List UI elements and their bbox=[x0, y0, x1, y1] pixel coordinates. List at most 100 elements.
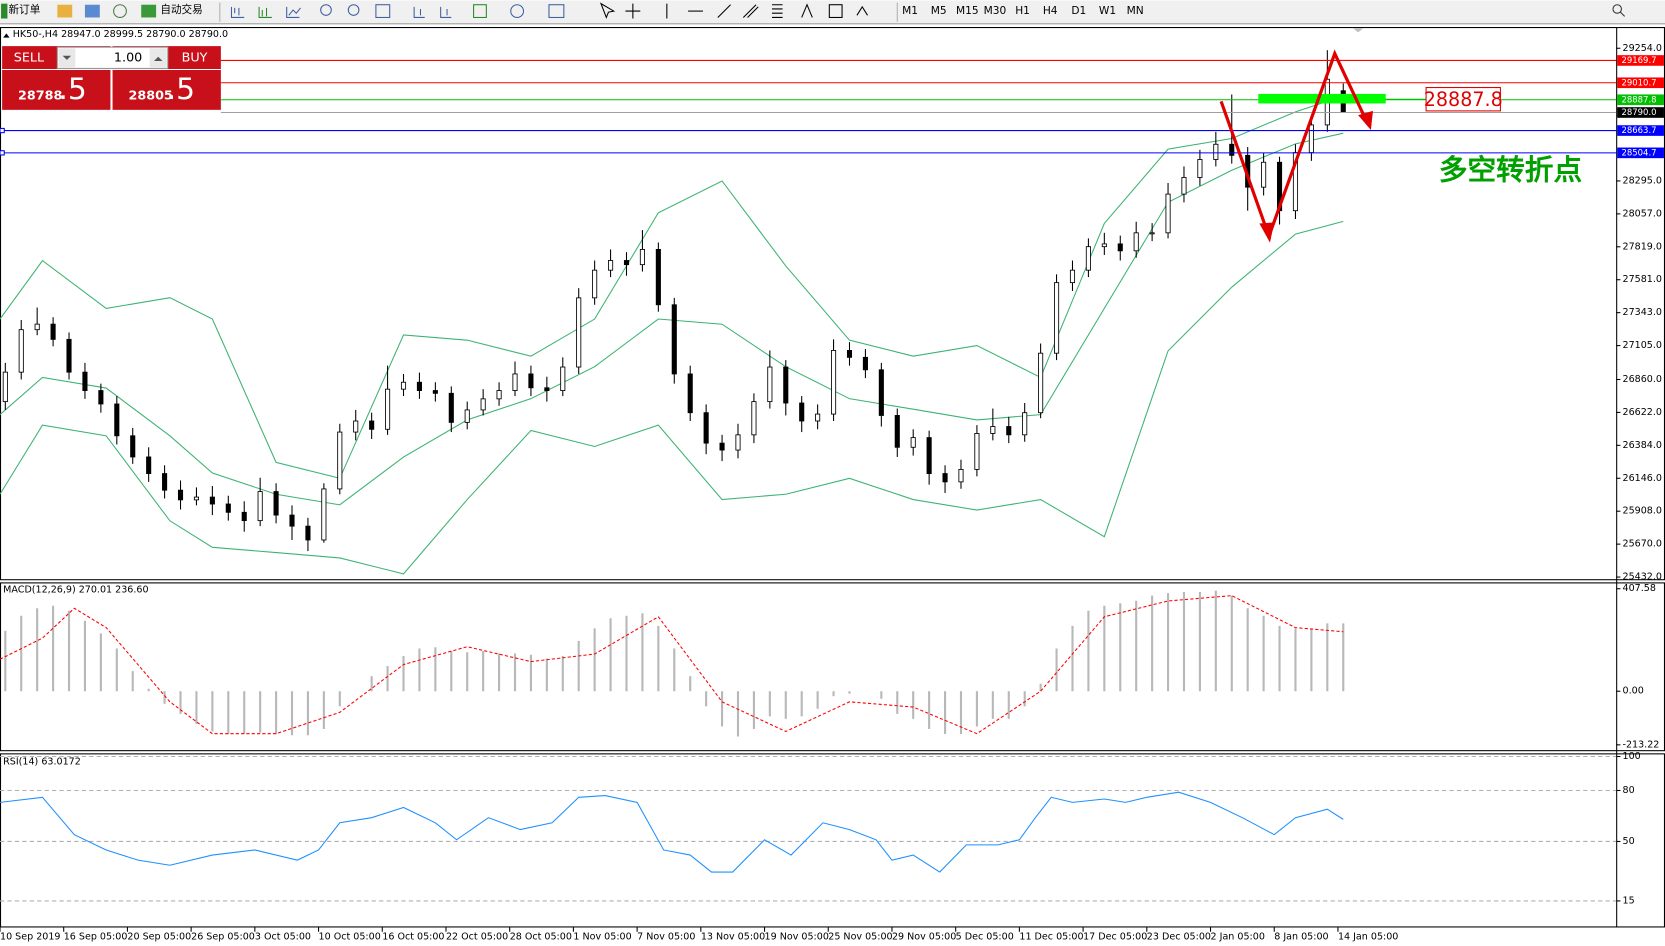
templates-btn[interactable] bbox=[548, 4, 565, 18]
timeframe-btn[interactable]: H1 bbox=[1015, 4, 1030, 17]
auto-trade-icon[interactable] bbox=[141, 4, 157, 18]
zoom-out[interactable] bbox=[347, 4, 360, 16]
timeframe-btn[interactable]: M30 bbox=[984, 4, 1007, 17]
bollinger-upper bbox=[0, 95, 1344, 479]
arrows-btn[interactable] bbox=[856, 5, 868, 16]
candle-body bbox=[735, 434, 741, 451]
lots-value[interactable]: 1.00 bbox=[114, 50, 142, 65]
candle-body bbox=[241, 511, 247, 522]
new-order[interactable]: 新订单 bbox=[8, 3, 40, 16]
x-tick-label: 22 Oct 05:00 bbox=[446, 932, 508, 943]
level-handle bbox=[0, 127, 5, 134]
level-label: 28504.7 bbox=[1621, 148, 1656, 158]
timeframe-btn[interactable]: D1 bbox=[1071, 4, 1086, 17]
toolbar: 新订单 自动交易 bbox=[0, 0, 1665, 25]
x-tick-label: 3 Oct 05:00 bbox=[255, 932, 311, 943]
candle-body bbox=[1085, 246, 1091, 271]
auto-trade[interactable]: 自动交易 bbox=[160, 3, 202, 16]
fibo-btn[interactable] bbox=[771, 4, 783, 18]
x-tick-label: 23 Dec 05:00 bbox=[1147, 932, 1211, 943]
candle-body bbox=[2, 371, 8, 403]
icon[interactable] bbox=[113, 4, 127, 18]
chart-tools bbox=[230, 2, 868, 19]
candle-body bbox=[82, 371, 88, 391]
level-tag bbox=[1617, 94, 1664, 106]
x-tick-label: 19 Nov 05:00 bbox=[765, 932, 829, 943]
candle-body bbox=[50, 323, 56, 340]
new-order-icon[interactable] bbox=[1, 3, 8, 19]
icon[interactable] bbox=[84, 4, 100, 18]
level-tag bbox=[1617, 77, 1664, 89]
cursor-btn[interactable] bbox=[599, 2, 616, 19]
macd-title: MACD(12,26,9) 270.01 236.60 bbox=[3, 584, 148, 595]
timeframe-btn[interactable]: M5 bbox=[931, 4, 947, 17]
collapse-icon bbox=[3, 33, 10, 38]
label-btn[interactable] bbox=[828, 4, 843, 18]
price-panel bbox=[0, 27, 1665, 581]
channel-btn[interactable] bbox=[742, 4, 759, 18]
candle-body bbox=[321, 488, 327, 541]
buy-label[interactable]: BUY bbox=[182, 50, 208, 65]
search-btn[interactable] bbox=[1620, 11, 1626, 17]
candle-body bbox=[576, 297, 582, 368]
candle-body bbox=[1165, 193, 1171, 234]
x-tick-label: 16 Sep 05:00 bbox=[64, 932, 128, 943]
crosshair-btn[interactable] bbox=[625, 3, 641, 19]
timeframe-btn[interactable]: MN bbox=[1127, 4, 1144, 17]
trendline-btn[interactable] bbox=[717, 4, 731, 18]
buy-price[interactable]: 28805 bbox=[128, 89, 172, 104]
x-tick-label: 10 Sep 2019 bbox=[0, 932, 61, 943]
rsi-panel bbox=[0, 753, 1665, 928]
macd-signal bbox=[0, 595, 1344, 735]
candle-body bbox=[942, 473, 948, 483]
timeframe-btn[interactable]: M15 bbox=[956, 4, 979, 17]
sell-label[interactable]: SELL bbox=[14, 50, 45, 65]
candle-body bbox=[783, 366, 789, 404]
candle-btn[interactable] bbox=[258, 6, 272, 18]
tile[interactable] bbox=[375, 4, 391, 18]
indicators-btn[interactable] bbox=[473, 4, 487, 18]
candle-body bbox=[353, 420, 359, 433]
timeframe-btn[interactable]: W1 bbox=[1099, 4, 1116, 17]
candle-body bbox=[974, 433, 980, 470]
buy-pips[interactable]: .5 bbox=[167, 72, 195, 107]
candle-body bbox=[369, 420, 375, 430]
candle-body bbox=[209, 496, 215, 505]
one-click-trading: SELL BUY 1.00 28788 .5 28805 .5 bbox=[2, 46, 221, 110]
y-tick-label: 25432.0 bbox=[1623, 572, 1662, 583]
sell-pips[interactable]: .5 bbox=[58, 72, 86, 107]
x-tick-label: 1 Nov 05:00 bbox=[573, 932, 631, 943]
level-label: 28790.0 bbox=[1621, 108, 1656, 118]
candle-body bbox=[687, 373, 693, 414]
periods-btn[interactable] bbox=[510, 4, 525, 18]
x-tick-label: 16 Oct 05:00 bbox=[382, 932, 444, 943]
candle-body bbox=[815, 413, 821, 422]
y-tick-label: 27343.0 bbox=[1623, 307, 1662, 318]
scroll-btn[interactable] bbox=[413, 6, 425, 18]
y-tick-label: -213.22 bbox=[1623, 739, 1660, 750]
lots-input[interactable] bbox=[56, 46, 169, 69]
level-tag bbox=[1617, 125, 1664, 136]
candle-body bbox=[146, 456, 152, 474]
candle-body bbox=[719, 442, 725, 451]
toolbar-bg bbox=[0, 0, 1665, 24]
zoom-in[interactable] bbox=[320, 4, 332, 16]
sell-price[interactable]: 28788 bbox=[18, 89, 62, 104]
y-tick-label: 26146.0 bbox=[1623, 473, 1662, 484]
shift-btn[interactable] bbox=[440, 6, 452, 18]
candle-body bbox=[225, 503, 231, 513]
line-btn[interactable] bbox=[286, 6, 301, 18]
candle-body bbox=[703, 412, 709, 444]
text-btn[interactable] bbox=[801, 3, 813, 18]
search-btn[interactable] bbox=[1612, 4, 1622, 14]
y-tick-label: 100 bbox=[1623, 751, 1641, 762]
timeframe-btn[interactable]: M1 bbox=[902, 4, 918, 17]
candle-body bbox=[464, 409, 470, 423]
x-tick-label: 10 Oct 05:00 bbox=[319, 932, 381, 943]
bar-chart-btn[interactable] bbox=[230, 6, 245, 18]
timeframe-btn[interactable]: H4 bbox=[1043, 4, 1058, 17]
candle-body bbox=[1229, 143, 1235, 156]
x-tick-label: 29 Nov 05:00 bbox=[892, 932, 956, 943]
icon[interactable] bbox=[57, 4, 73, 18]
candle-body bbox=[177, 489, 184, 501]
